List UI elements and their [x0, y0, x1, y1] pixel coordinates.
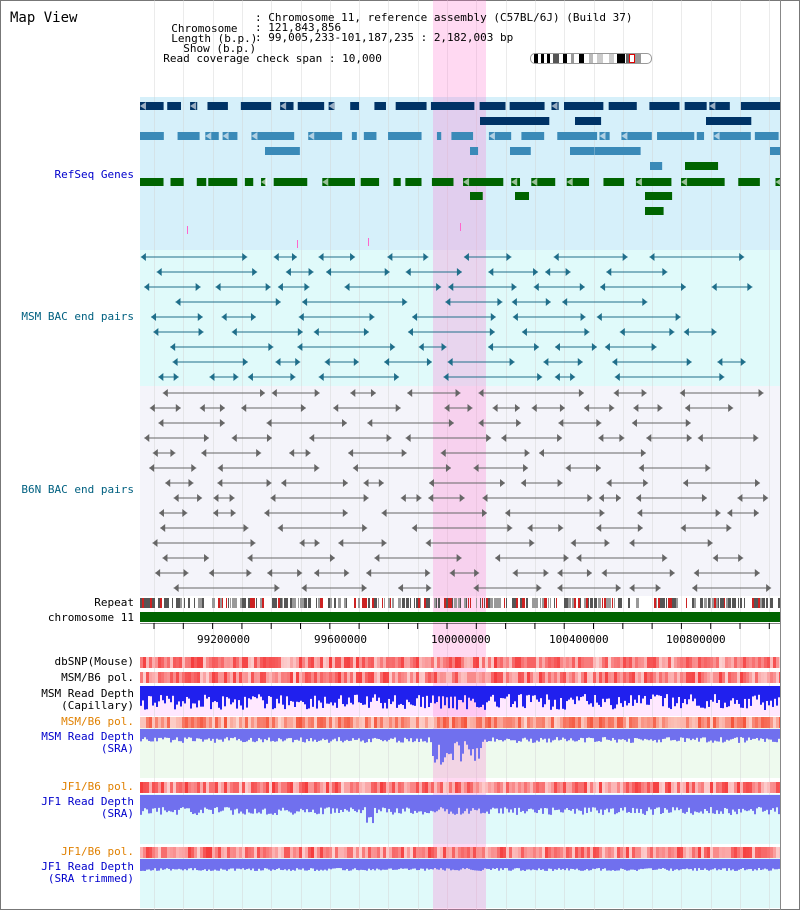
header-length: Length (b.p.) — [158, 22, 257, 44]
chromosome-label: Chromosome — [171, 22, 238, 35]
chromosome-bar[interactable] — [140, 612, 780, 622]
show-label: Show (b.p.) — [183, 42, 257, 55]
msm-b6-pol-label-1: MSM/B6 pol. — [61, 671, 134, 684]
header-chromosome: Chromosome — [158, 12, 237, 34]
axis-tick-label: 99200000 — [197, 633, 250, 646]
length-label: Length (b.p.) — [171, 32, 258, 45]
repeat-track[interactable] — [140, 598, 780, 608]
coverage-label: Read coverage check span — [163, 52, 323, 65]
refseq-genes-track[interactable] — [140, 98, 780, 248]
jf1-depth-sra-label-2: (SRA) — [100, 807, 134, 820]
axis-tick-label: 100800000 — [666, 633, 726, 646]
msm-bac-track[interactable] — [140, 250, 780, 386]
axis-tick-label: 100400000 — [549, 633, 609, 646]
msm-depth-cap-label-1: MSM Read Depth — [41, 687, 134, 700]
jf1-depth-sra-label-1: JF1 Read Depth — [41, 795, 134, 808]
page-title: Map View — [10, 10, 78, 26]
axis-tick-label: 99600000 — [314, 633, 367, 646]
axis-tick-label: 100000000 — [431, 633, 491, 646]
header-coverage: Read coverage check span : 10,000 — [163, 52, 382, 65]
jf1-depth-trim-label-1: JF1 Read Depth — [41, 860, 134, 873]
refseq-track-label: RefSeq Genes — [54, 168, 134, 181]
jf1-b6-pol-label-1: JF1/B6 pol. — [61, 780, 134, 793]
right-border — [780, 0, 781, 910]
dbsnp-track[interactable] — [140, 657, 780, 668]
msm-depth-sra-label-1: MSM Read Depth — [41, 730, 134, 743]
header-show-value: : 99,005,233-101,187,235 : 2,182,003 bp — [255, 31, 514, 44]
msm-bac-track-label: MSM BAC end pairs — [21, 310, 134, 323]
msm-b6-pol-track-2[interactable] — [140, 717, 780, 728]
repeat-track-label: Repeat — [94, 596, 134, 609]
msm-read-depth-sra-track[interactable] — [140, 729, 780, 765]
dbsnp-track-label: dbSNP(Mouse) — [54, 655, 134, 668]
jf1-depth-trim-label-2: (SRA trimmed) — [47, 872, 134, 885]
msm-b6-pol-track-1[interactable] — [140, 672, 780, 683]
msm-read-depth-capillary-track[interactable] — [140, 686, 780, 716]
jf1-b6-pol-track-1[interactable] — [140, 782, 780, 793]
header-chromosome-value: : Chromosome 11, reference assembly (C57… — [255, 11, 633, 24]
coverage-value: 10,000 — [342, 52, 382, 65]
header-show: Show (b.p.) — [170, 32, 256, 54]
position-axis — [140, 623, 780, 629]
chromosome-ideogram[interactable] — [530, 53, 652, 64]
jf1-read-depth-trimmed-track[interactable] — [140, 859, 780, 873]
length-value: 121,843,856 — [268, 21, 342, 34]
show-value: 99,005,233-101,187,235 : 2,182,003 bp — [268, 31, 514, 44]
b6n-bac-track-label: B6N BAC end pairs — [21, 483, 134, 496]
jf1-b6-pol-track-2[interactable] — [140, 847, 780, 858]
msm-b6-pol-label-2: MSM/B6 pol. — [61, 715, 134, 728]
chromosome-value: Chromosome 11, reference assembly (C57BL… — [268, 11, 633, 24]
header-length-value: : 121,843,856 — [255, 21, 342, 34]
chromosome-track-label: chromosome 11 — [47, 611, 134, 624]
jf1-b6-pol-label-2: JF1/B6 pol. — [61, 845, 134, 858]
msm-depth-sra-label-2: (SRA) — [100, 742, 134, 755]
jf1-read-depth-sra-track[interactable] — [140, 795, 780, 825]
b6n-bac-track[interactable] — [140, 386, 780, 596]
msm-depth-cap-label-2: (Capillary) — [61, 699, 134, 712]
b6n-bac-track-bg — [140, 386, 780, 596]
